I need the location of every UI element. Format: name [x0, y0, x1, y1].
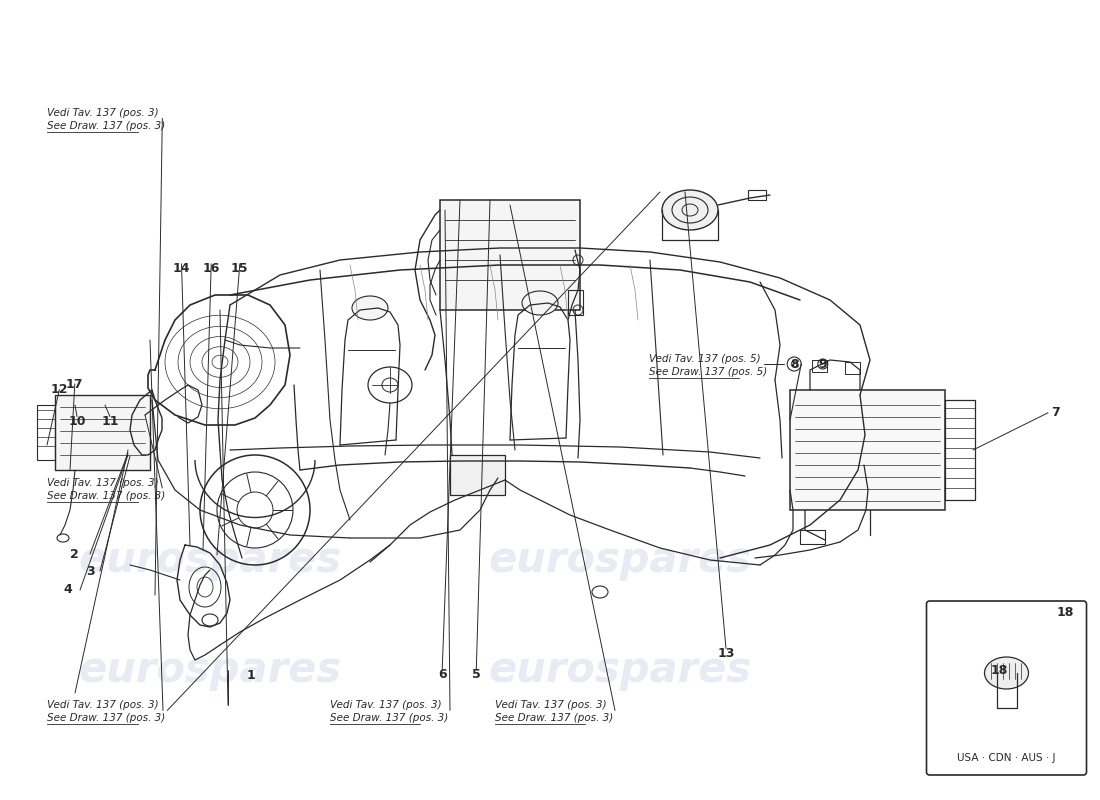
Text: 7: 7	[1052, 406, 1060, 419]
Text: See Draw. 137 (pos. 3): See Draw. 137 (pos. 3)	[495, 714, 614, 723]
Text: eurospares: eurospares	[488, 539, 751, 581]
Text: Vedi Tav. 137 (pos. 3): Vedi Tav. 137 (pos. 3)	[47, 701, 158, 710]
Text: 9: 9	[818, 358, 827, 370]
Bar	[945, 400, 975, 500]
Bar	[120, 452, 128, 456]
Ellipse shape	[984, 657, 1028, 689]
Text: 1: 1	[246, 669, 255, 682]
Bar	[450, 455, 505, 495]
Text: Vedi Tav. 137 (pos. 3): Vedi Tav. 137 (pos. 3)	[47, 478, 158, 488]
Bar	[55, 395, 150, 470]
Text: 18: 18	[990, 664, 1008, 677]
Bar	[128, 440, 150, 456]
Text: 17: 17	[66, 378, 84, 390]
Bar	[790, 390, 945, 510]
Text: Vedi Tav. 137 (pos. 5): Vedi Tav. 137 (pos. 5)	[649, 354, 760, 364]
Text: 4: 4	[64, 583, 73, 596]
Bar	[120, 447, 128, 451]
Text: See Draw. 137 (pos. 3): See Draw. 137 (pos. 3)	[330, 714, 449, 723]
Bar	[748, 190, 766, 200]
FancyBboxPatch shape	[440, 200, 580, 310]
Text: See Draw. 137 (pos. 5): See Draw. 137 (pos. 5)	[649, 367, 768, 377]
Bar	[812, 360, 827, 372]
Text: 11: 11	[101, 415, 119, 428]
Text: 12: 12	[51, 383, 68, 396]
Text: 16: 16	[202, 262, 220, 275]
Bar	[800, 530, 825, 544]
Text: USA · CDN · AUS · J: USA · CDN · AUS · J	[957, 753, 1056, 763]
Ellipse shape	[662, 190, 718, 230]
Bar	[568, 290, 583, 315]
Text: See Draw. 137 (pos. 3): See Draw. 137 (pos. 3)	[47, 714, 166, 723]
Text: 3: 3	[86, 565, 95, 578]
Text: eurospares: eurospares	[78, 649, 342, 691]
Text: 5: 5	[472, 668, 481, 681]
Text: Vedi Tav. 137 (pos. 3): Vedi Tav. 137 (pos. 3)	[47, 108, 158, 118]
Text: eurospares: eurospares	[488, 649, 751, 691]
Text: 8: 8	[790, 358, 799, 370]
Bar	[37, 405, 55, 460]
Text: 2: 2	[70, 548, 79, 561]
Ellipse shape	[352, 296, 388, 320]
Ellipse shape	[522, 291, 558, 315]
Text: 14: 14	[173, 262, 190, 275]
Text: See Draw. 137 (pos. 3): See Draw. 137 (pos. 3)	[47, 491, 166, 501]
Text: Vedi Tav. 137 (pos. 3): Vedi Tav. 137 (pos. 3)	[330, 701, 441, 710]
Bar	[845, 362, 860, 374]
Text: See Draw. 137 (pos. 3): See Draw. 137 (pos. 3)	[47, 122, 166, 131]
Text: eurospares: eurospares	[78, 539, 342, 581]
Text: 18: 18	[1057, 606, 1075, 619]
Bar	[120, 442, 128, 446]
Text: 6: 6	[438, 668, 447, 681]
Text: Vedi Tav. 137 (pos. 3): Vedi Tav. 137 (pos. 3)	[495, 701, 606, 710]
Text: 10: 10	[68, 415, 86, 428]
Text: 13: 13	[717, 647, 735, 660]
Text: 15: 15	[231, 262, 249, 275]
